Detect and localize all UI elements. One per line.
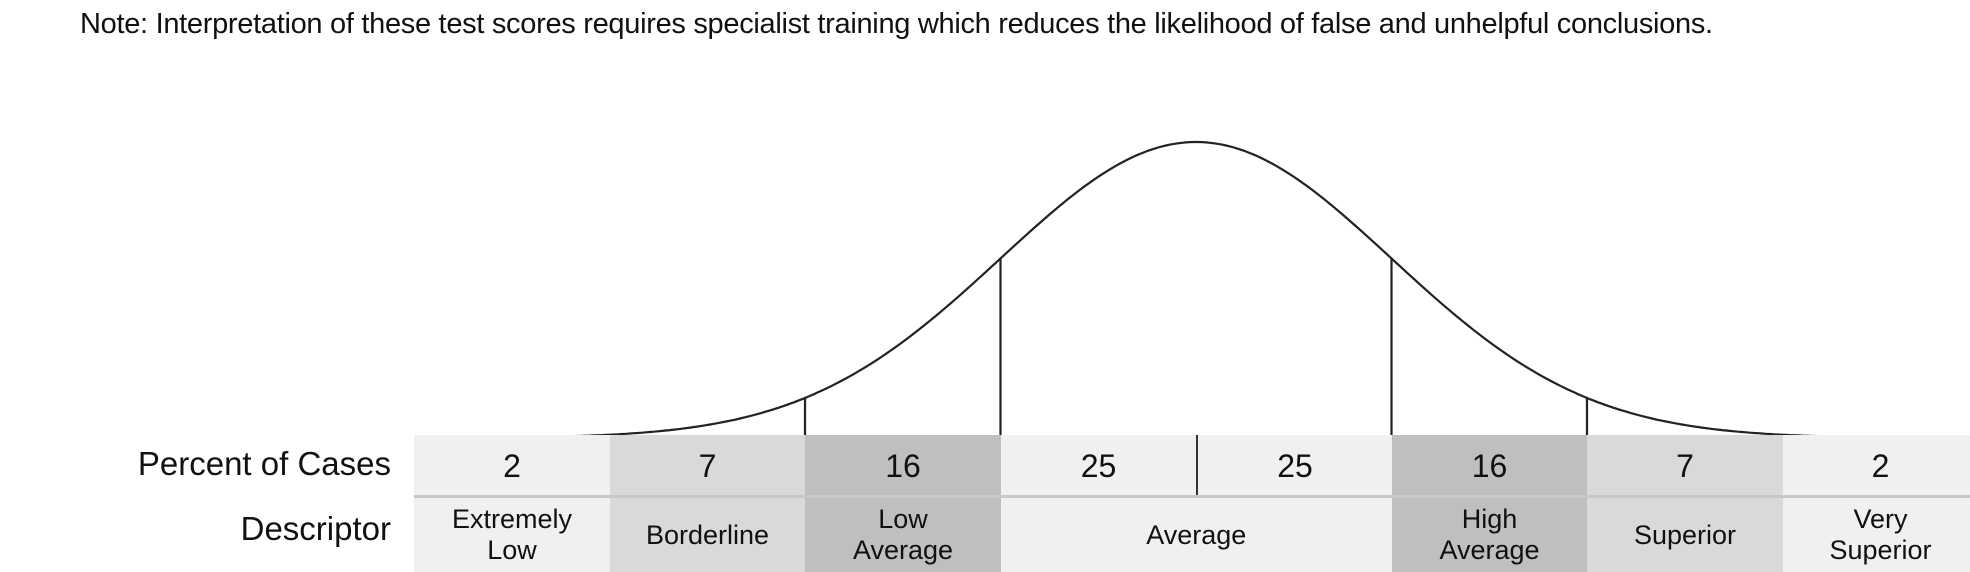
percent-cell: 25 [1000, 435, 1197, 497]
descriptor-cell: Very Superior [1782, 498, 1970, 572]
descriptor-cell: Low Average [805, 498, 1001, 572]
percent-cell: 16 [1391, 435, 1588, 497]
descriptor-line2: Superior [1829, 535, 1932, 565]
descriptor-cell: Extremely Low [414, 498, 610, 572]
descriptor-cell: Borderline [609, 498, 806, 572]
descriptor-line1: High [1461, 504, 1518, 534]
percent-cell: 7 [1587, 435, 1783, 497]
percent-cell: 16 [805, 435, 1001, 497]
percent-cell: 2 [1782, 435, 1970, 497]
descriptor-line1: Low [878, 504, 928, 534]
descriptor-line1: Average [1146, 519, 1247, 550]
descriptor-line1: Very [1853, 504, 1908, 534]
descriptor-line2: Average [1439, 535, 1540, 565]
interpretation-note: Note: Interpretation of these test score… [80, 8, 1713, 40]
descriptor-line1: Extremely [451, 504, 573, 534]
percent-cell: 7 [609, 435, 806, 497]
percent-row-label: Percent of Cases [137, 445, 391, 482]
descriptor-cell: Superior [1587, 498, 1783, 572]
percent-cell: 2 [414, 435, 610, 497]
descriptor-line1: Borderline [645, 519, 770, 550]
row-separator [414, 495, 1970, 498]
descriptor-line2: Average [852, 535, 954, 565]
descriptor-row-label: Descriptor [240, 510, 391, 547]
curve-dividers [608, 258, 1784, 435]
descriptor-cell: Average [1000, 498, 1392, 572]
descriptor-cell: High Average [1391, 498, 1588, 572]
percent-cell: 25 [1196, 435, 1392, 497]
descriptor-line2: Low [487, 535, 537, 565]
bell-curve-line [414, 140, 1970, 439]
descriptor-line1: Superior [1633, 519, 1737, 550]
